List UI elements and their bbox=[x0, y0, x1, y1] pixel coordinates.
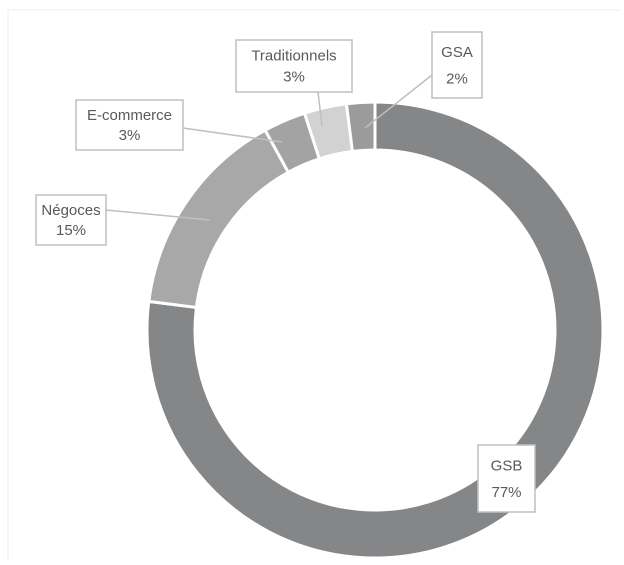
category-label: GSB bbox=[491, 457, 523, 474]
label-box bbox=[431, 31, 483, 99]
category-label: E-commerce bbox=[87, 107, 172, 124]
category-label: Négoces bbox=[41, 202, 100, 219]
label-box bbox=[35, 194, 107, 246]
leader-line bbox=[364, 74, 433, 129]
category-label: Traditionnels bbox=[251, 48, 336, 65]
value-label: 15% bbox=[56, 222, 86, 239]
label-box bbox=[235, 39, 353, 93]
category-label: GSA bbox=[441, 44, 473, 61]
donut-segment bbox=[344, 100, 377, 154]
donut-segment bbox=[147, 128, 291, 310]
value-label: 3% bbox=[119, 127, 141, 144]
label-box bbox=[477, 444, 536, 513]
label-box bbox=[75, 99, 184, 151]
leader-line bbox=[182, 127, 283, 143]
value-label: 77% bbox=[491, 484, 521, 501]
leader-line bbox=[317, 91, 323, 127]
value-label: 2% bbox=[446, 70, 468, 87]
value-label: 3% bbox=[283, 68, 305, 85]
leader-line bbox=[105, 209, 211, 221]
donut-segment bbox=[145, 100, 605, 560]
